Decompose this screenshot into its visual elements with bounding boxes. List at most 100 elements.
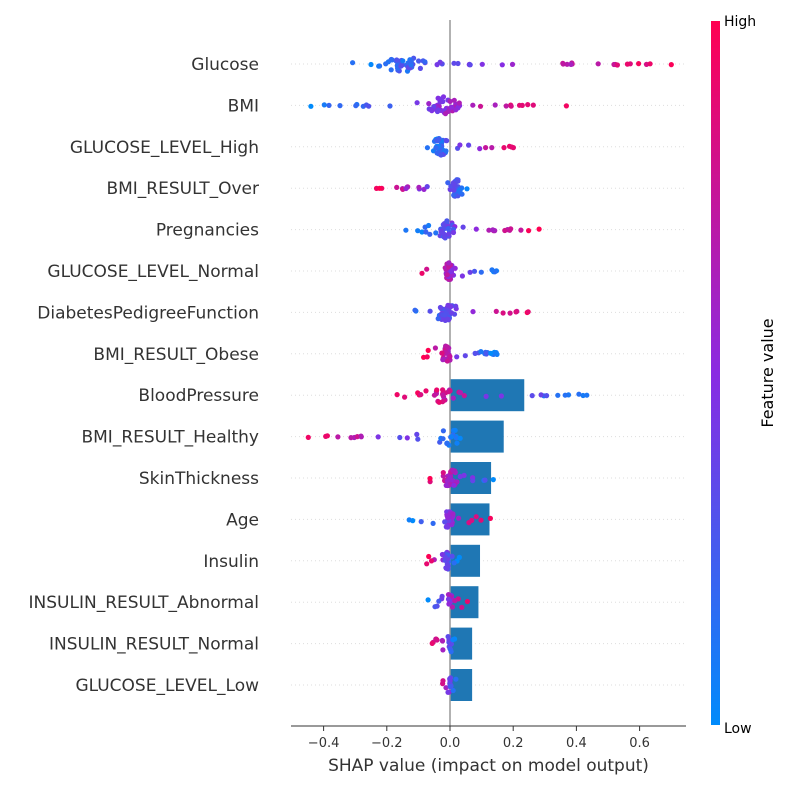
shap-point [444, 358, 450, 364]
shap-point [308, 103, 314, 109]
shap-point [394, 57, 400, 63]
shap-point [423, 229, 429, 235]
shap-point [403, 227, 409, 233]
shap-point [568, 61, 574, 67]
shap-point [428, 558, 435, 564]
shap-point [375, 434, 381, 440]
shap-point [499, 62, 505, 68]
shap-point [398, 63, 404, 69]
x-tick-label: 0.4 [566, 736, 587, 751]
shap-point [525, 309, 531, 315]
shap-point [442, 519, 448, 525]
shap-point [412, 307, 418, 313]
shap-point [457, 390, 463, 396]
shap-point [444, 478, 450, 484]
shap-point [426, 553, 432, 560]
shap-point [525, 102, 531, 108]
shap-point [444, 138, 450, 144]
feature-label: DiabetesPedigreeFunction [37, 303, 259, 323]
shap-point [486, 227, 492, 233]
feature-label: BloodPressure [138, 386, 259, 406]
shap-point [455, 178, 461, 184]
shap-point [447, 388, 453, 394]
shap-point [467, 62, 473, 68]
shap-point [467, 269, 473, 275]
shap-point [470, 309, 476, 315]
shap-point [397, 434, 403, 441]
row-guides [291, 63, 686, 686]
shap-point [456, 100, 462, 106]
shap-point [668, 62, 674, 68]
shap-point [439, 350, 445, 356]
shap-point [433, 145, 439, 151]
shap-point [519, 102, 525, 108]
shap-point [439, 230, 445, 236]
shap-point [508, 103, 514, 109]
shap-point [447, 98, 453, 104]
shap-point [442, 312, 448, 318]
shap-point [436, 399, 442, 405]
shap-point [459, 604, 465, 610]
shap-point [451, 97, 457, 103]
shap-point [408, 62, 414, 68]
shap-point [447, 353, 453, 360]
shap-point [452, 265, 458, 271]
colorbar-low-label: Low [724, 721, 752, 737]
shap-point [448, 104, 455, 110]
x-tick-label: 0.0 [440, 736, 461, 751]
shap-point [464, 598, 470, 605]
shap-point [452, 427, 458, 433]
shap-point [470, 102, 476, 108]
x-tick-label: 0.6 [629, 736, 650, 751]
shap-point [418, 519, 424, 525]
shap-point [445, 689, 451, 695]
shap-point [444, 344, 450, 350]
shap-point [445, 634, 451, 640]
shap-point [492, 102, 498, 108]
shap-point [414, 100, 420, 106]
shap-point [388, 57, 394, 63]
shap-point [435, 107, 442, 113]
shap-point [576, 391, 582, 397]
shap-point [478, 269, 484, 275]
shap-point [446, 231, 452, 237]
shap-point [446, 601, 452, 607]
shap-point [377, 185, 383, 191]
shap-point [421, 354, 427, 360]
shap-point [408, 58, 414, 64]
shap-point [437, 304, 443, 311]
shap-point [450, 467, 456, 473]
shap-point [482, 477, 488, 483]
shap-point [444, 523, 450, 529]
shap-point [450, 637, 456, 643]
shap-point [416, 184, 422, 190]
shap-point [418, 392, 424, 398]
shap-point [454, 440, 460, 446]
feature-label: INSULIN_RESULT_Abnormal [29, 593, 259, 613]
shap-point [424, 561, 430, 567]
shap-point [450, 229, 457, 236]
shap-point [636, 61, 642, 67]
shap-point [394, 392, 400, 398]
shap-point [424, 145, 430, 151]
shap-point [348, 435, 354, 441]
shap-point [489, 267, 495, 273]
shap-point [438, 152, 444, 158]
shap-point [502, 227, 508, 234]
feature-label: BMI_RESULT_Over [106, 179, 259, 199]
shap-point [518, 227, 524, 233]
shap-point [406, 517, 412, 523]
x-axis-title: SHAP value (impact on model output) [328, 756, 649, 776]
shap-point [451, 187, 457, 193]
shap-point [440, 436, 446, 442]
shap-point [368, 61, 374, 68]
shap-point [440, 94, 447, 100]
shap-point [419, 270, 425, 276]
shap-point [443, 148, 449, 154]
shap-point [442, 111, 449, 117]
shap-point [305, 434, 311, 440]
x-tick-label: −0.4 [308, 736, 340, 751]
feature-label: BMI_RESULT_Obese [93, 345, 259, 365]
shap-point [440, 428, 446, 434]
shap-point [335, 434, 341, 440]
